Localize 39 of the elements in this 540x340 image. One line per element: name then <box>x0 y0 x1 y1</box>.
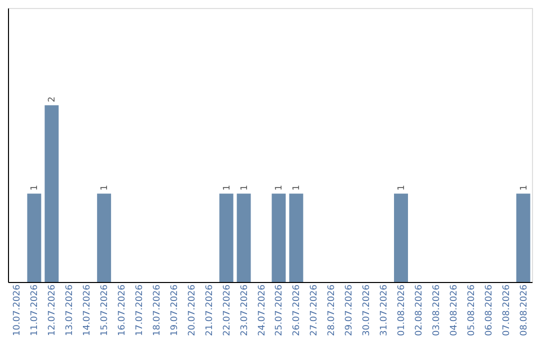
x-tick-label: 12.07.2026 <box>48 284 58 336</box>
x-tick-label: 11.07.2026 <box>30 284 40 336</box>
x-tick-label: 20.07.2026 <box>187 284 198 336</box>
x-tick-label: 26.07.2026 <box>292 284 302 336</box>
x-tick-label: 29.07.2026 <box>344 284 355 336</box>
x-tick-label: 13.07.2026 <box>65 284 76 336</box>
x-tick-label: 22.07.2026 <box>222 284 232 336</box>
data-label: 1 <box>519 184 530 191</box>
x-tick-label: 01.08.2026 <box>397 284 407 336</box>
x-tick-label: 05.08.2026 <box>466 284 477 336</box>
x-tick-label: 14.07.2026 <box>82 284 93 336</box>
x-tick-label: 21.07.2026 <box>204 284 215 336</box>
x-tick-label: 23.07.2026 <box>240 284 250 336</box>
data-label: 1 <box>222 184 232 191</box>
x-tick-label: 16.07.2026 <box>118 284 128 336</box>
x-tick-label: 28.07.2026 <box>327 284 338 336</box>
data-label: 1 <box>292 184 302 191</box>
data-label: 1 <box>30 184 40 191</box>
x-tick-label: 03.08.2026 <box>432 284 442 336</box>
x-tick-label: 06.08.2026 <box>484 284 494 336</box>
x-tick-label: 27.07.2026 <box>310 284 320 336</box>
x-tick-label: 25.07.2026 <box>274 284 285 336</box>
x-tick-label: 31.07.2026 <box>380 284 390 336</box>
x-tick-label: 02.08.2026 <box>414 284 424 336</box>
data-label: 1 <box>100 184 110 191</box>
x-tick-label: 07.08.2026 <box>502 284 512 336</box>
x-tick-label: 30.07.2026 <box>362 284 372 336</box>
x-tick-label: 19.07.2026 <box>170 284 180 336</box>
data-label: 1 <box>397 184 407 191</box>
x-tick-label: 08.08.2026 <box>519 284 530 336</box>
data-label: 2 <box>48 96 58 102</box>
x-tick-label: 10.07.2026 <box>12 284 23 336</box>
x-tick-label: 18.07.2026 <box>152 284 162 336</box>
data-label: 1 <box>274 184 285 191</box>
x-tick-label: 17.07.2026 <box>135 284 145 336</box>
x-tick-label: 15.07.2026 <box>100 284 110 336</box>
x-tick-label: 04.08.2026 <box>449 284 460 336</box>
x-tick-label: 24.07.2026 <box>257 284 268 336</box>
data-label: 1 <box>240 184 250 191</box>
